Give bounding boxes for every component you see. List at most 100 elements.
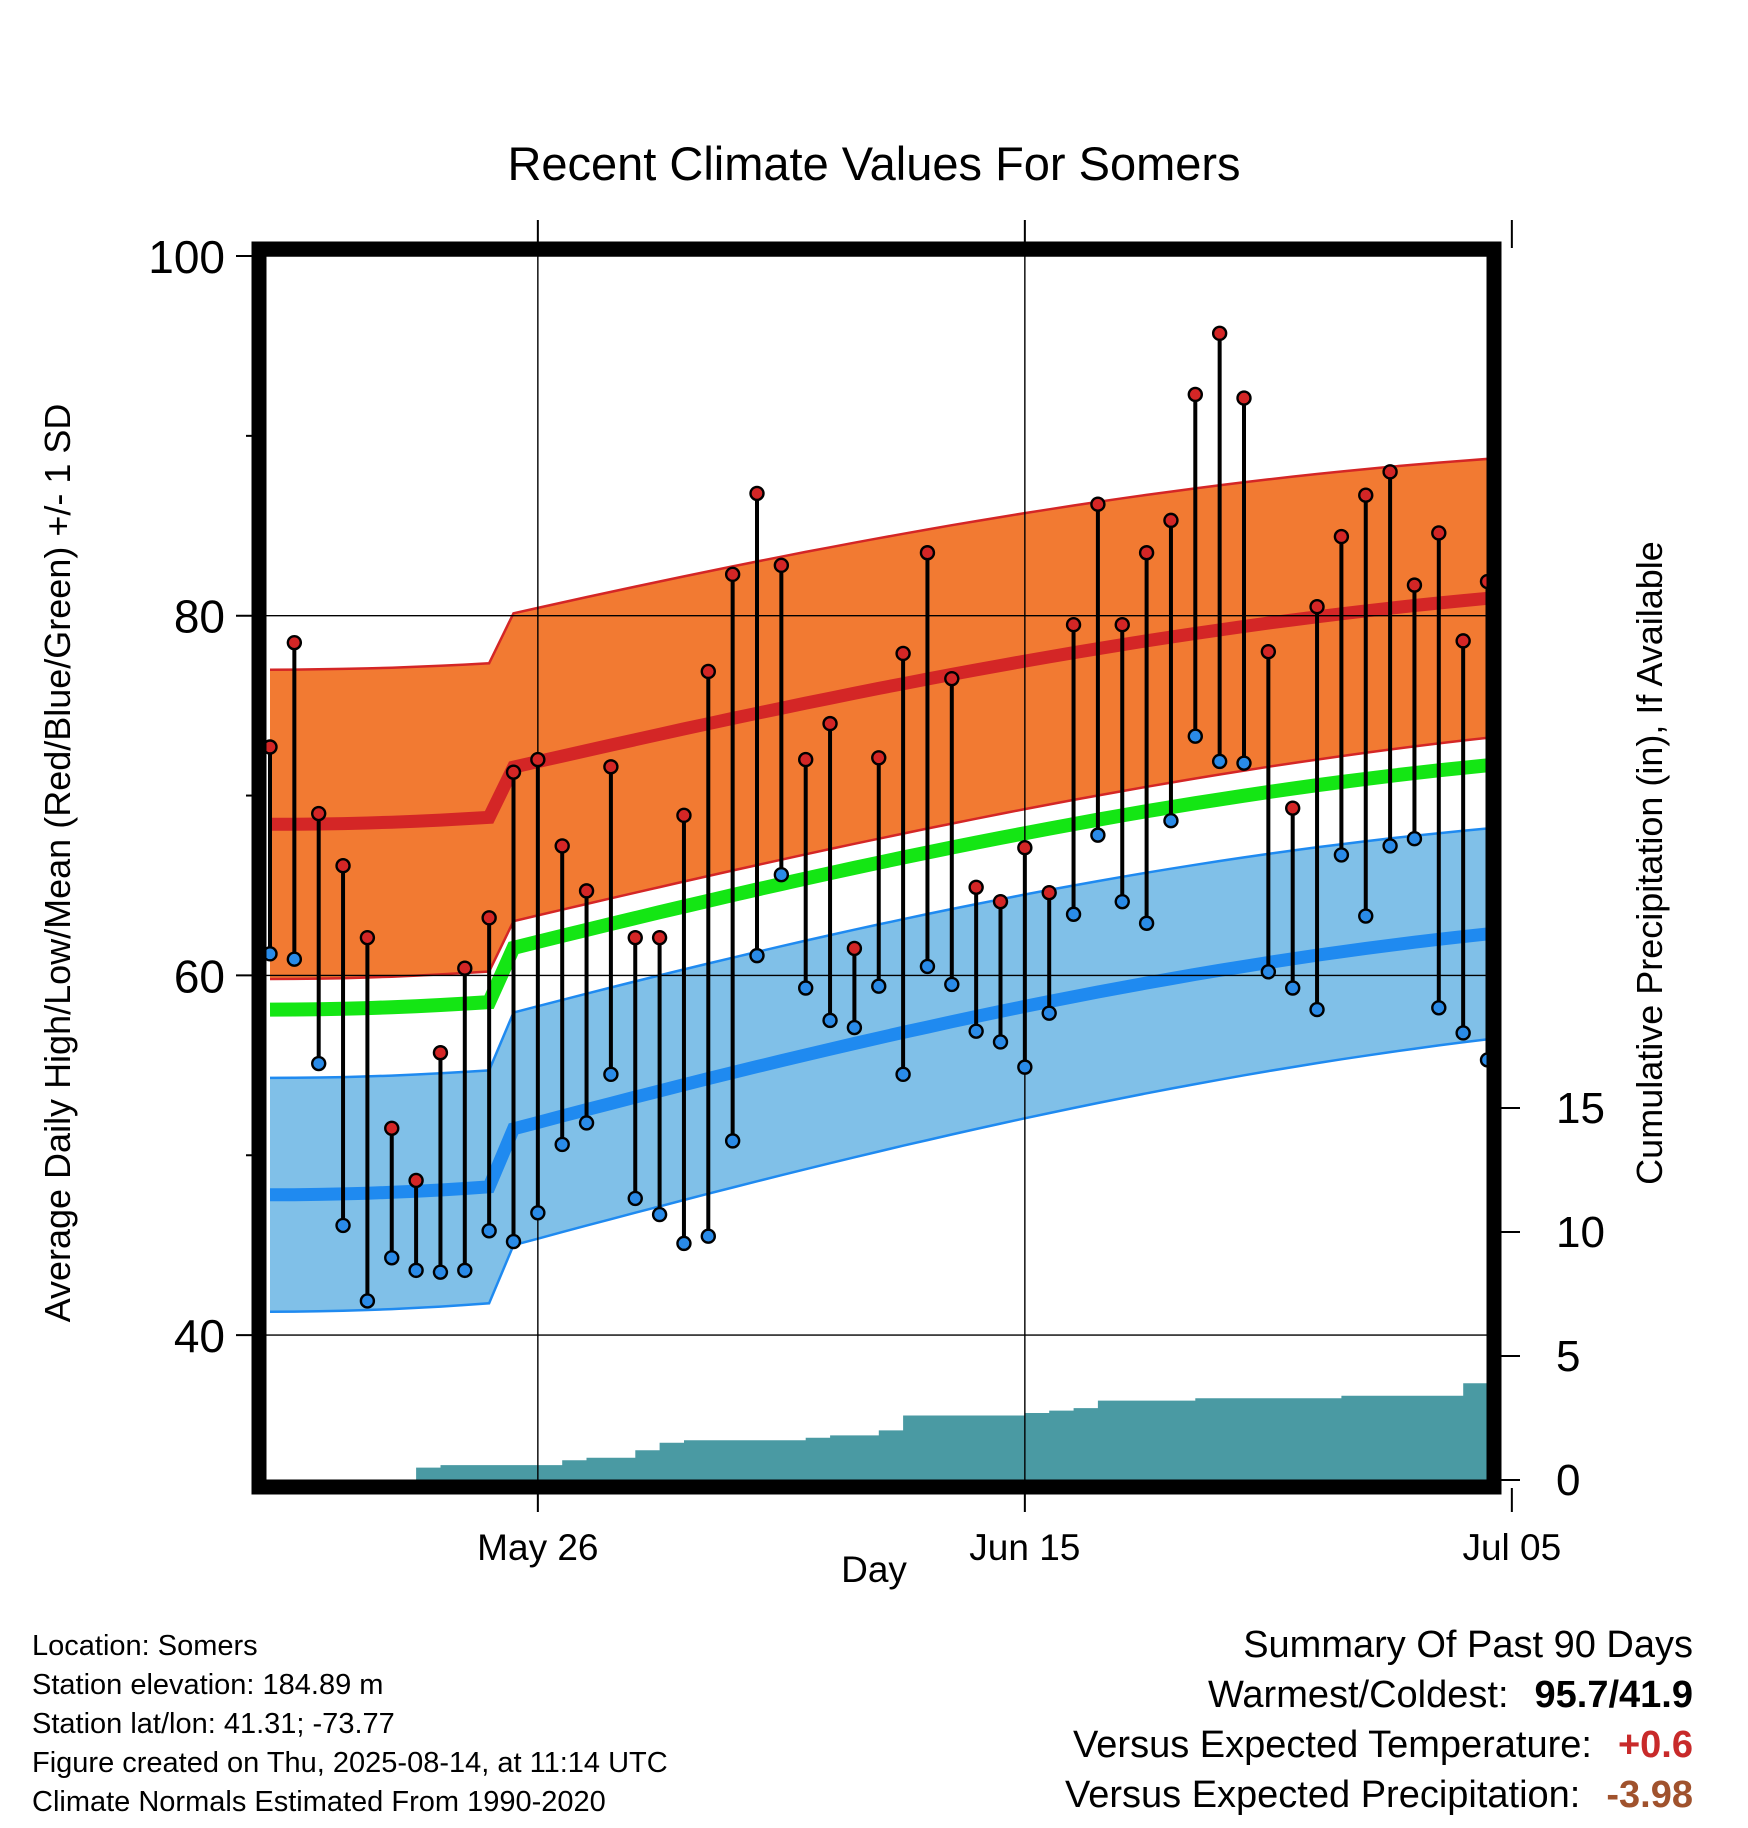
daily-high-point (798, 751, 814, 768)
daily-low-point (1676, 836, 1689, 849)
summary-warmest-row: Warmest/Coldest: 95.7/41.9 (1065, 1670, 1693, 1720)
daily-high-point (651, 929, 668, 946)
daily-low-point (919, 958, 936, 975)
high-sd-band (270, 458, 1487, 979)
normal-high-line (269, 591, 1487, 831)
daily-high-point (968, 879, 984, 895)
summary-precip-value: -3.98 (1606, 1774, 1693, 1816)
daily-high-point (286, 634, 303, 651)
daily-high-point (895, 645, 911, 662)
daily-low-point (1138, 915, 1155, 931)
daily-low-point (992, 1034, 1009, 1050)
y2-tick-label: 15 (1556, 1084, 1605, 1133)
daily-high-point (1065, 616, 1082, 633)
daily-high-point (1505, 489, 1518, 502)
daily-low-point (1041, 1005, 1057, 1021)
daily-high-point (1163, 512, 1179, 529)
daily-high-point (1309, 599, 1325, 615)
y-tick-label: 60 (174, 950, 225, 1002)
daily-high-point (1725, 499, 1738, 512)
daily-low-point (530, 1205, 546, 1221)
station-info: Location: Somers Station elevation: 184.… (32, 1627, 668, 1822)
daily-low-point (1725, 807, 1738, 820)
daily-low-point (359, 1293, 376, 1309)
daily-low-point (1065, 906, 1082, 922)
summary-warmest-label: Warmest/Coldest: (1207, 1674, 1509, 1716)
daily-high-point (1455, 633, 1471, 649)
daily-high-point (944, 670, 960, 687)
daily-low-point (1236, 755, 1252, 771)
daily-high-point (1603, 598, 1616, 611)
daily-low-point (1530, 821, 1543, 834)
daily-low-point (1260, 964, 1277, 980)
daily-high-point (724, 566, 741, 583)
daily-low-point (311, 1055, 327, 1072)
daily-low-point (1187, 728, 1204, 744)
daily-low-point (603, 1066, 619, 1083)
daily-high-point (1431, 525, 1447, 541)
daily-low-point (724, 1133, 741, 1149)
daily-high-point (1358, 487, 1374, 503)
daily-high-point (1578, 480, 1591, 493)
daily-low-point (944, 976, 960, 993)
daily-low-point (1211, 753, 1228, 770)
daily-high-point (1554, 444, 1567, 457)
daily-high-point (1676, 582, 1689, 595)
daily-low-point (1479, 1052, 1487, 1068)
daily-high-point (1479, 573, 1487, 590)
summary-precip-label: Versus Expected Precipitation: (1064, 1774, 1581, 1816)
daily-high-point (773, 557, 790, 574)
daily-high-point (554, 838, 570, 854)
daily-high-point (505, 764, 522, 780)
y2-axis-label: Cumulative Precipitation (in), If Availa… (1629, 541, 1670, 1185)
daily-low-point (1700, 803, 1713, 816)
daily-low-point (1358, 908, 1374, 924)
daily-low-point (266, 946, 278, 962)
daily-low-point (1284, 980, 1301, 996)
daily-high-point (1700, 519, 1713, 532)
y-axis-label: Average Daily High/Low/Mean (Red/Blue/Gr… (37, 404, 78, 1323)
daily-high-point (432, 1045, 449, 1061)
high-band-lower-edge (269, 736, 1487, 981)
summary-title: Summary Of Past 90 Days (1243, 1624, 1693, 1666)
daily-high-point (457, 960, 473, 976)
daily-low-point (1090, 827, 1106, 843)
daily-low-point (627, 1190, 643, 1207)
daily-high-point (846, 940, 863, 957)
info-normals: Climate Normals Estimated From 1990-2020 (32, 1786, 606, 1818)
daily-high-point (627, 929, 643, 946)
daily-high-point (1114, 616, 1130, 633)
daily-high-point (919, 545, 936, 561)
low-sd-band (270, 828, 1487, 1312)
daily-high-point (749, 485, 765, 502)
daily-high-point (266, 739, 278, 755)
y-tick-label: 100 (148, 231, 225, 283)
summary-temp-row: Versus Expected Temperature: +0.6 (1065, 1720, 1693, 1770)
daily-low-point (676, 1235, 692, 1252)
daily-low-point (700, 1228, 716, 1244)
summary-temp-value: +0.6 (1617, 1724, 1693, 1766)
daily-low-point (384, 1250, 400, 1266)
info-location: Location: Somers (32, 1630, 258, 1662)
info-elevation: Station elevation: 184.89 m (32, 1669, 384, 1701)
y2-tick-label: 0 (1556, 1456, 1580, 1505)
daily-low-point (749, 947, 765, 964)
plot-frame (251, 241, 1502, 1495)
daily-high-point (1333, 528, 1350, 545)
daily-low-point (457, 1262, 473, 1279)
daily-high-point (1041, 884, 1057, 901)
daily-low-point (1163, 813, 1179, 829)
daily-high-point (822, 715, 838, 732)
high-band-upper-edge (269, 457, 1487, 671)
daily-low-point (408, 1262, 424, 1279)
x-tick-label: May 26 (477, 1527, 598, 1568)
daily-high-point (992, 893, 1009, 910)
daily-high-point (603, 759, 619, 775)
daily-high-point (1187, 386, 1204, 403)
daily-high-point (1090, 496, 1106, 512)
daily-high-point (1138, 545, 1155, 561)
daily-low-point (578, 1115, 595, 1131)
daily-low-point (1017, 1059, 1033, 1075)
daily-low-point (481, 1223, 497, 1239)
